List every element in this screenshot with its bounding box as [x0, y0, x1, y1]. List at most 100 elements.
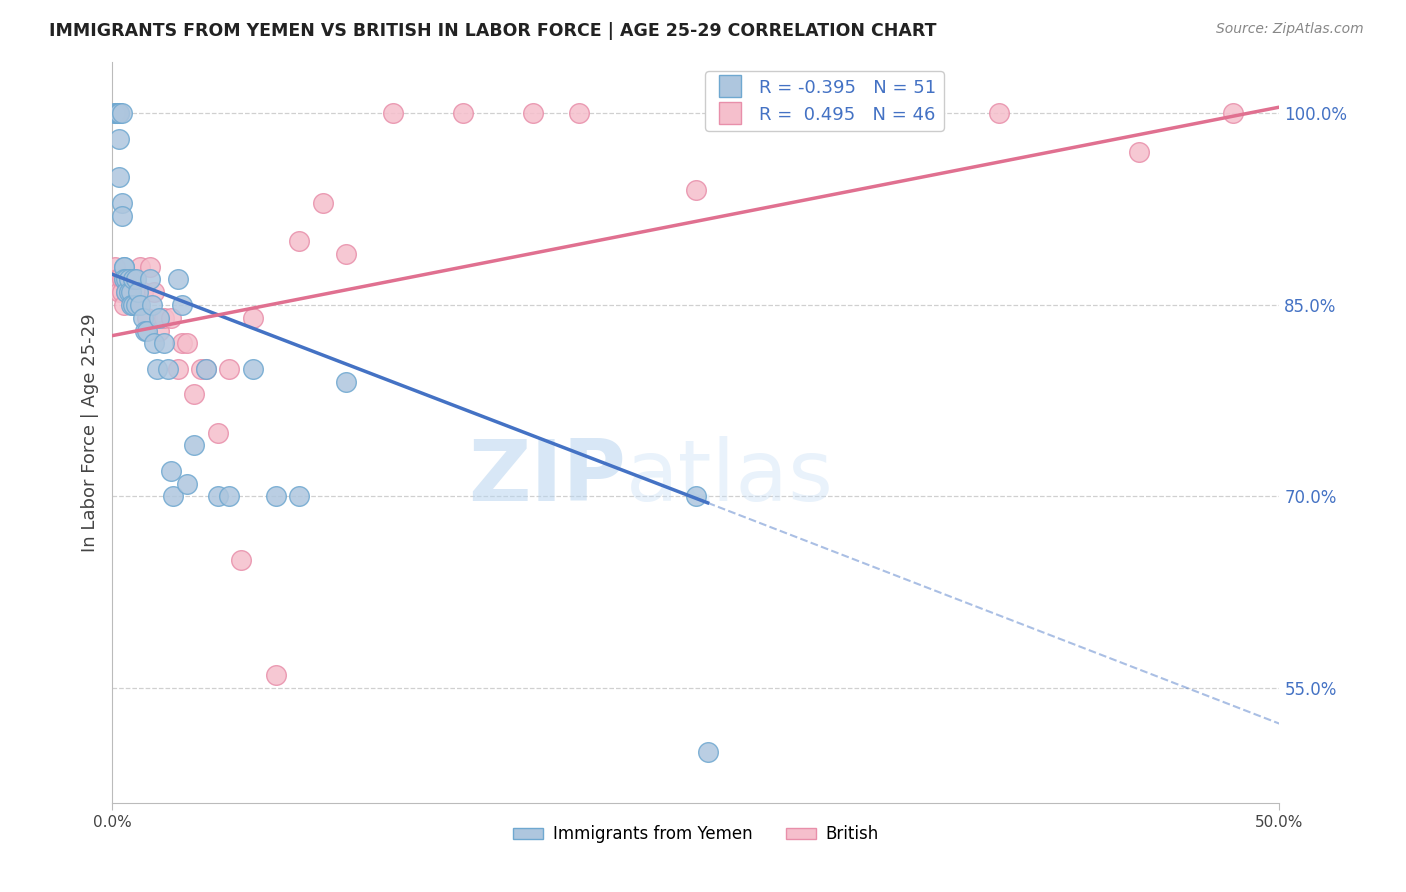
Point: [108, 272, 131, 286]
Point: [118, 272, 141, 286]
Text: atlas: atlas: [626, 435, 834, 518]
Point: [176, 336, 198, 351]
Point: [153, 310, 176, 325]
Point: [229, 553, 252, 567]
Point: [183, 438, 205, 452]
Text: ZIP: ZIP: [468, 435, 626, 518]
Text: Source: ZipAtlas.com: Source: ZipAtlas.com: [1216, 22, 1364, 37]
Point: [111, 106, 134, 120]
Point: [136, 310, 159, 325]
Point: [122, 298, 145, 312]
Point: [120, 298, 142, 312]
Point: [127, 285, 149, 300]
Point: [148, 310, 170, 325]
Point: [685, 490, 707, 504]
Point: [157, 361, 180, 376]
Point: [194, 361, 217, 376]
Point: [162, 490, 184, 504]
Point: [105, 272, 128, 286]
Point: [104, 106, 127, 120]
Point: [111, 272, 134, 286]
Point: [115, 272, 138, 286]
Point: [218, 490, 240, 504]
Point: [111, 209, 134, 223]
Text: IMMIGRANTS FROM YEMEN VS BRITISH IN LABOR FORCE | AGE 25-29 CORRELATION CHART: IMMIGRANTS FROM YEMEN VS BRITISH IN LABO…: [49, 22, 936, 40]
Point: [122, 298, 145, 312]
Point: [166, 361, 188, 376]
Y-axis label: In Labor Force | Age 25-29: In Labor Force | Age 25-29: [80, 313, 98, 552]
Point: [148, 324, 170, 338]
Point: [112, 272, 135, 286]
Point: [166, 272, 188, 286]
Point: [160, 464, 183, 478]
Point: [139, 260, 162, 274]
Point: [143, 285, 166, 300]
Point: [172, 298, 194, 312]
Point: [264, 490, 287, 504]
Point: [122, 272, 145, 286]
Point: [335, 375, 357, 389]
Point: [1222, 106, 1244, 120]
Point: [129, 298, 152, 312]
Point: [685, 183, 707, 197]
Point: [183, 387, 205, 401]
Point: [522, 106, 544, 120]
Point: [129, 260, 152, 274]
Point: [118, 285, 141, 300]
Point: [108, 132, 131, 146]
Point: [108, 106, 131, 120]
Point: [104, 260, 127, 274]
Point: [176, 476, 198, 491]
Point: [104, 106, 127, 120]
Legend: Immigrants from Yemen, British: Immigrants from Yemen, British: [506, 819, 886, 850]
Point: [125, 298, 148, 312]
Point: [288, 490, 311, 504]
Point: [120, 285, 142, 300]
Point: [108, 106, 131, 120]
Point: [136, 324, 159, 338]
Point: [127, 298, 149, 312]
Point: [311, 195, 333, 210]
Point: [112, 298, 135, 312]
Point: [153, 336, 176, 351]
Point: [108, 170, 131, 185]
Point: [696, 745, 718, 759]
Point: [125, 272, 148, 286]
Point: [755, 106, 778, 120]
Point: [132, 310, 155, 325]
Point: [288, 234, 311, 248]
Point: [125, 272, 148, 286]
Point: [194, 361, 217, 376]
Point: [381, 106, 404, 120]
Point: [160, 310, 183, 325]
Point: [190, 361, 212, 376]
Point: [143, 336, 166, 351]
Point: [141, 298, 163, 312]
Point: [988, 106, 1011, 120]
Point: [139, 272, 162, 286]
Point: [242, 361, 264, 376]
Point: [108, 285, 131, 300]
Point: [132, 285, 155, 300]
Point: [207, 490, 229, 504]
Point: [568, 106, 591, 120]
Point: [111, 285, 134, 300]
Point: [118, 285, 141, 300]
Point: [112, 272, 135, 286]
Point: [112, 260, 135, 274]
Point: [451, 106, 474, 120]
Point: [134, 324, 156, 338]
Point: [335, 247, 357, 261]
Point: [112, 260, 135, 274]
Point: [146, 361, 169, 376]
Point: [105, 106, 128, 120]
Point: [242, 310, 264, 325]
Point: [207, 425, 229, 440]
Point: [848, 106, 870, 120]
Point: [218, 361, 240, 376]
Point: [120, 285, 142, 300]
Point: [1128, 145, 1150, 159]
Point: [264, 668, 287, 682]
Point: [115, 285, 138, 300]
Point: [115, 285, 138, 300]
